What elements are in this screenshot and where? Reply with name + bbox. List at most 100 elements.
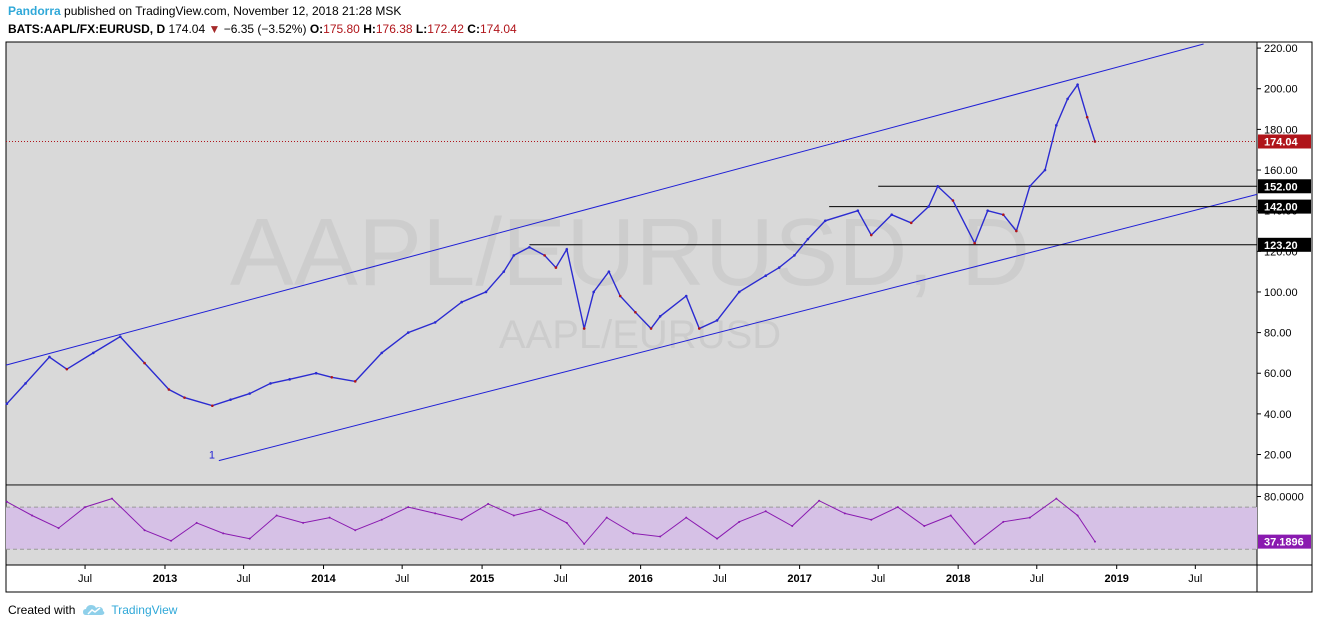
last-price: 174.04 (168, 22, 206, 36)
price-tick-label: 160.00 (1264, 165, 1298, 177)
price-tick-label: 100.00 (1264, 287, 1298, 299)
rsi-point (1002, 520, 1005, 523)
tradingview-logo[interactable]: TradingView (83, 603, 177, 617)
rsi-point (1076, 514, 1079, 517)
price-point (92, 351, 95, 355)
price-chart[interactable]: AAPL/EURUSD, DAAPL/EURUSD220.00200.00180… (0, 0, 1321, 600)
price-point (229, 398, 232, 401)
price-tick-label: 40.00 (1264, 409, 1292, 421)
price-point (406, 331, 410, 334)
rsi-point (685, 516, 688, 519)
low-label: L: (415, 22, 428, 36)
rsi-point (460, 518, 463, 521)
rsi-point (248, 537, 251, 540)
price-point (48, 355, 51, 359)
price-point (592, 290, 596, 294)
rsi-point (716, 537, 719, 540)
time-tick-label: Jul (871, 573, 885, 585)
rsi-point (949, 514, 952, 517)
rsi-point (1055, 497, 1058, 500)
price-point (890, 213, 893, 217)
watermark-small: AAPL/EURUSD (499, 313, 781, 357)
price-point (607, 270, 611, 273)
time-tick-label: 2014 (311, 573, 336, 585)
time-tick-label: 2015 (470, 573, 494, 585)
rsi-tick-label: 80.0000 (1264, 492, 1304, 504)
price-tick-label: 220.00 (1264, 43, 1298, 55)
price-point (314, 371, 318, 375)
rsi-point (354, 529, 357, 532)
price-tick-label: 20.00 (1264, 450, 1292, 462)
time-tick-label: 2017 (787, 573, 811, 585)
rsi-point (512, 514, 515, 517)
rsi-point (302, 521, 305, 524)
time-tick-label: Jul (554, 573, 568, 585)
price-point (856, 209, 860, 212)
price-point (143, 361, 146, 365)
high-label: H: (363, 22, 376, 36)
price-point (65, 367, 69, 371)
rsi-point (818, 499, 821, 502)
price-point (793, 254, 796, 257)
price-point (936, 184, 940, 188)
price-change: −6.35 (−3.52%) (223, 22, 307, 36)
footer: Created with TradingView (8, 603, 177, 617)
high-value: 176.38 (375, 22, 413, 36)
created-with-text: Created with (8, 603, 76, 617)
rsi-point (973, 542, 976, 545)
rsi-point (380, 518, 383, 521)
price-tick-label: 200.00 (1264, 84, 1298, 96)
time-tick-label: Jul (395, 573, 409, 585)
rsi-point (57, 527, 60, 530)
price-point (24, 382, 27, 385)
level-badge (1258, 179, 1311, 194)
price-point (554, 266, 558, 269)
price-point (118, 335, 122, 338)
price-point (618, 294, 622, 298)
price-point (269, 382, 272, 385)
rsi-point (843, 512, 846, 515)
rsi-point (143, 529, 146, 532)
price-point (1066, 97, 1069, 101)
price-point (1085, 115, 1089, 119)
time-tick-label: Jul (237, 573, 251, 585)
rsi-point (659, 535, 662, 538)
rsi-point (539, 508, 542, 511)
price-point (737, 290, 741, 294)
rsi-point (110, 497, 113, 500)
price-point (764, 274, 768, 277)
rsi-point (5, 500, 8, 503)
rsi-point (222, 532, 225, 535)
price-point (484, 290, 488, 294)
price-point (951, 199, 955, 202)
price-point (528, 245, 531, 249)
rsi-point (84, 506, 87, 509)
publish-info: Pandorra published on TradingView.com, N… (8, 4, 401, 18)
price-tick-label: 80.00 (1264, 328, 1292, 340)
channel-annotation: 1 (209, 450, 215, 462)
price-point (288, 378, 291, 381)
author-name[interactable]: Pandorra (8, 4, 61, 18)
price-series (6, 83, 1096, 407)
time-tick-label: 2019 (1104, 573, 1128, 585)
time-tick-label: Jul (1030, 573, 1044, 585)
price-point (460, 300, 463, 304)
price-point (823, 219, 827, 223)
price-point (658, 315, 662, 318)
price-point (649, 327, 653, 330)
price-point (806, 237, 810, 241)
level-label: 152.00 (1264, 181, 1298, 193)
rsi-band (6, 507, 1257, 550)
rsi-point (1028, 516, 1031, 519)
price-point (353, 380, 357, 383)
channel-line (218, 193, 1258, 462)
last-price-label: 174.04 (1264, 136, 1299, 148)
open-value: 175.80 (323, 22, 360, 36)
cloud-icon (83, 605, 105, 615)
price-point (433, 321, 437, 324)
price-tick-label: 60.00 (1264, 368, 1292, 380)
price-point (1015, 229, 1018, 233)
symbol-name: BATS:AAPL/FX:EURUSD, D (8, 22, 166, 36)
rsi-point (487, 502, 490, 505)
rsi-point (275, 514, 278, 517)
